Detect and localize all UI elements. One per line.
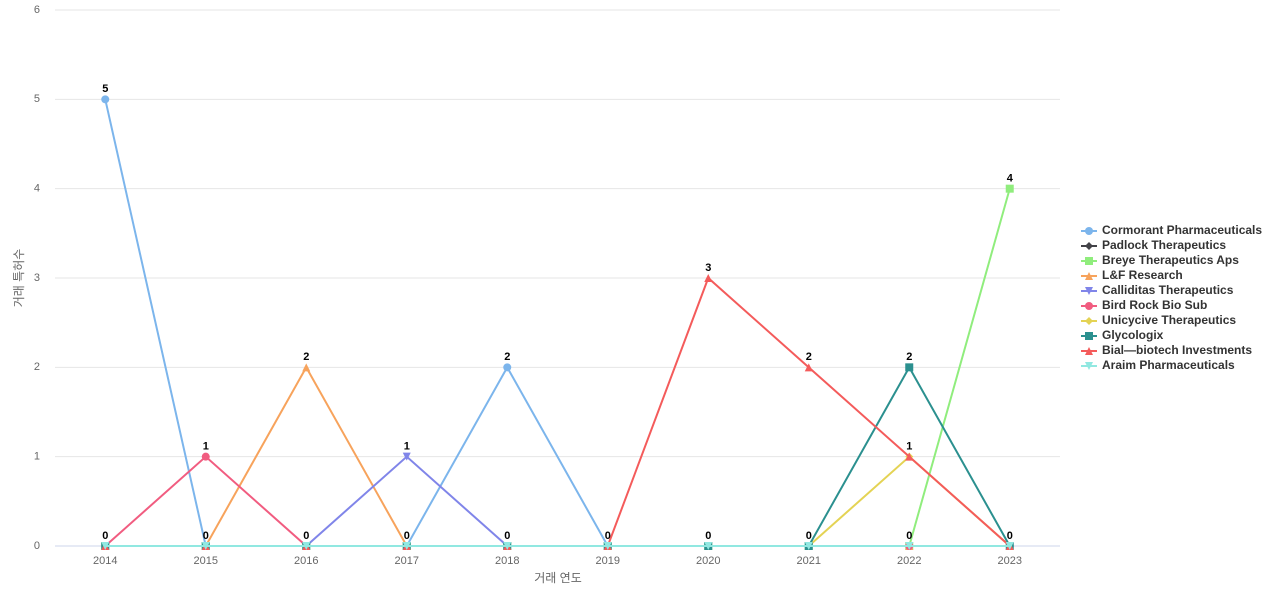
data-label: 0	[1007, 530, 1013, 542]
point	[201, 542, 210, 550]
data-label: 2	[504, 351, 510, 363]
series-line	[105, 455, 1011, 547]
point	[402, 452, 411, 461]
series-line	[105, 455, 1010, 547]
point	[804, 363, 813, 372]
legend-label: L&F Research	[1102, 268, 1183, 282]
data-label: 0	[102, 530, 108, 542]
point	[503, 542, 512, 550]
data-label: 0	[906, 530, 912, 542]
point	[1085, 272, 1093, 280]
y-tick-label: 4	[34, 183, 40, 195]
data-label: 3	[705, 262, 711, 274]
series-line	[105, 276, 1011, 547]
point	[905, 363, 914, 372]
point	[704, 542, 713, 550]
y-axis-title: 거래 특허수	[12, 249, 26, 308]
point	[1085, 257, 1093, 265]
x-tick-label: 2020	[696, 555, 720, 567]
y-tick-label: 6	[34, 4, 40, 16]
x-tick-label: 2017	[395, 555, 419, 567]
series-line	[104, 455, 1010, 547]
data-label: 0	[303, 530, 309, 542]
legend-label: Cormorant Pharmaceuticals	[1102, 223, 1262, 237]
point	[1005, 542, 1014, 550]
point	[1085, 302, 1093, 310]
data-label: 0	[203, 530, 209, 542]
data-label: 2	[906, 351, 912, 363]
x-tick-label: 2015	[194, 555, 218, 567]
x-tick-label: 2022	[897, 555, 921, 567]
data-label: 5	[102, 83, 108, 95]
legend-label: Araim Pharmaceuticals	[1102, 358, 1235, 372]
point	[402, 542, 411, 550]
y-tick-label: 0	[34, 540, 40, 552]
point	[704, 274, 713, 282]
x-axis-title: 거래 연도	[534, 571, 582, 585]
data-label: 1	[906, 441, 912, 453]
legend-label: Breye Therapeutics Aps	[1102, 253, 1239, 267]
point	[1085, 287, 1093, 295]
x-tick-label: 2016	[294, 555, 318, 567]
y-tick-label: 2	[34, 361, 40, 373]
data-label: 0	[605, 530, 611, 542]
legend-label: Unicycive Therapeutics	[1102, 313, 1236, 327]
series-line	[104, 99, 1010, 547]
legend-label: Glycologix	[1102, 328, 1164, 342]
point	[804, 542, 813, 550]
data-label: 1	[203, 441, 209, 453]
point	[1085, 227, 1093, 235]
point	[1005, 184, 1014, 193]
point	[905, 452, 914, 461]
legend-label: Calliditas Therapeutics	[1102, 283, 1234, 297]
data-label: 2	[303, 351, 309, 363]
point	[905, 542, 914, 550]
x-tick-label: 2023	[998, 555, 1022, 567]
point	[1085, 332, 1093, 340]
x-tick-label: 2018	[495, 555, 519, 567]
data-label: 0	[705, 530, 711, 542]
x-tick-label: 2021	[797, 555, 821, 567]
point	[1085, 317, 1093, 325]
point	[1085, 242, 1093, 250]
x-tick-label: 2014	[93, 555, 117, 567]
data-label: 0	[806, 530, 812, 542]
data-label: 2	[806, 351, 812, 363]
point	[1085, 362, 1093, 370]
legend-label: Padlock Therapeutics	[1102, 238, 1226, 252]
point	[302, 542, 311, 550]
y-tick-label: 1	[34, 451, 40, 463]
point	[1085, 347, 1093, 355]
data-label: 1	[404, 441, 410, 453]
data-label: 0	[404, 530, 410, 542]
legend-label: Bial—biotech Investments	[1102, 343, 1252, 357]
point	[503, 363, 512, 372]
data-label: 0	[504, 530, 510, 542]
legend-label: Bird Rock Bio Sub	[1102, 298, 1207, 312]
y-tick-label: 5	[34, 93, 40, 105]
point	[603, 542, 612, 550]
y-tick-label: 3	[34, 272, 40, 284]
x-tick-label: 2019	[596, 555, 620, 567]
point	[302, 363, 311, 372]
data-label: 4	[1007, 173, 1014, 185]
point	[101, 542, 110, 550]
point	[201, 452, 210, 461]
point	[101, 95, 110, 104]
